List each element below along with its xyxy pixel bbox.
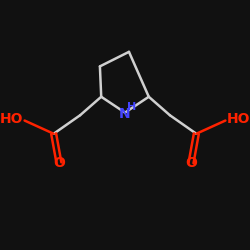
Text: HO: HO — [0, 112, 23, 126]
Text: HO: HO — [227, 112, 250, 126]
Text: H: H — [127, 102, 136, 112]
Text: O: O — [185, 156, 197, 170]
Text: N: N — [119, 107, 131, 121]
Text: O: O — [53, 156, 65, 170]
